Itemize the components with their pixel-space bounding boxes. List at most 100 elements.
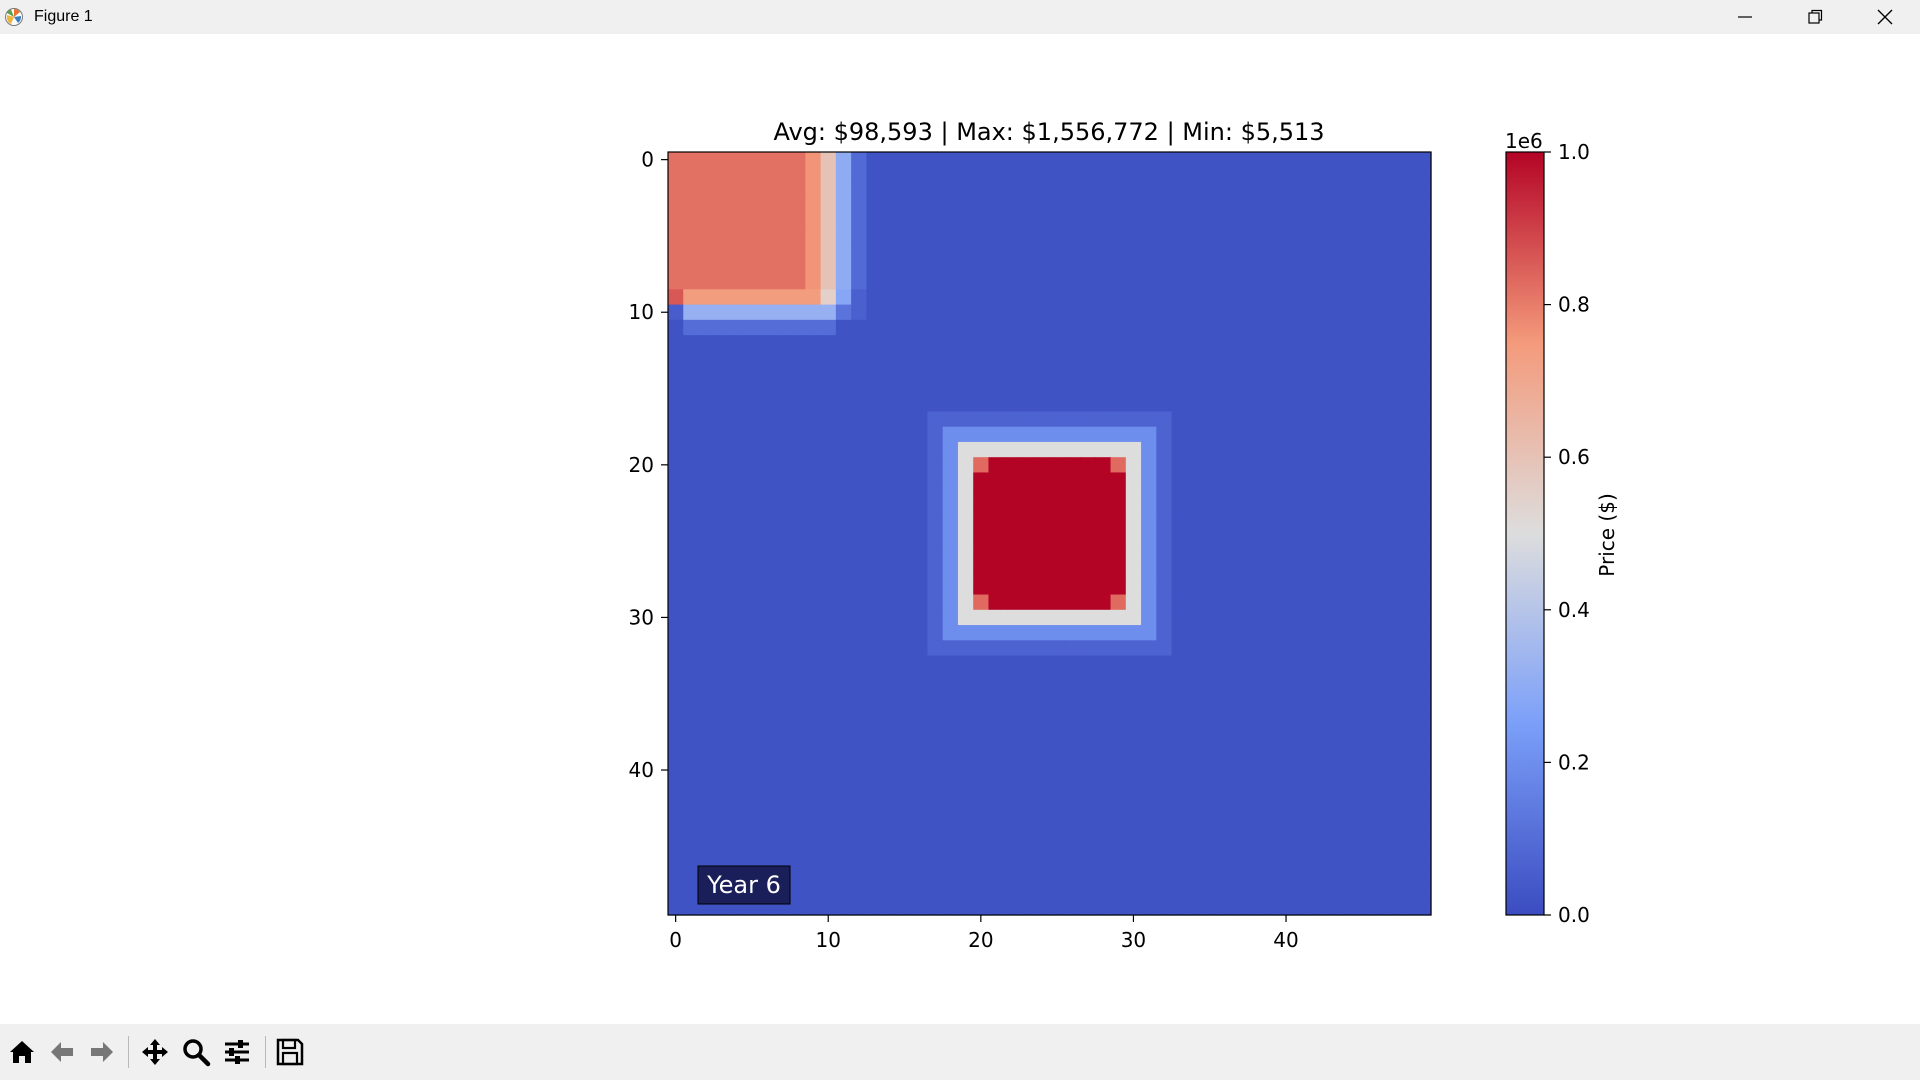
heatmap-cell: [1415, 487, 1432, 504]
heatmap-cell: [1354, 258, 1371, 275]
heatmap-cell: [1049, 502, 1066, 519]
heatmap-cell: [1415, 853, 1432, 870]
heatmap-cell: [988, 823, 1005, 840]
heatmap-cell: [1415, 335, 1432, 351]
heatmap-cell: [835, 899, 852, 916]
heatmap-cell: [912, 487, 929, 504]
forward-button[interactable]: [84, 1035, 120, 1069]
heatmap-cell: [1415, 502, 1432, 519]
heatmap-cell: [1034, 243, 1051, 260]
heatmap-cell: [1064, 640, 1081, 657]
heatmap-cell: [774, 731, 791, 748]
heatmap-cell: [1018, 350, 1035, 367]
heatmap-cell: [1034, 701, 1051, 718]
heatmap-cell: [881, 701, 898, 718]
heatmap-cell: [912, 625, 929, 641]
heatmap-cell: [774, 502, 791, 519]
heatmap-cell: [835, 304, 852, 321]
configure-subplots-button[interactable]: [219, 1035, 255, 1069]
heatmap-cell: [1110, 640, 1127, 657]
heatmap-cell: [668, 274, 684, 290]
heatmap-cell: [896, 411, 913, 428]
heatmap-cell: [1064, 533, 1081, 550]
heatmap-cell: [1415, 686, 1432, 702]
heatmap-cell: [698, 258, 715, 275]
heatmap-cell: [1385, 777, 1402, 794]
heatmap-cell: [668, 655, 684, 672]
restore-button[interactable]: [1780, 0, 1850, 34]
heatmap-cell: [698, 518, 715, 535]
heatmap-cell: [1354, 869, 1371, 886]
heatmap-cell: [1415, 594, 1432, 611]
heatmap-cell: [713, 716, 730, 733]
minimize-button[interactable]: [1710, 0, 1780, 34]
zoom-button[interactable]: [178, 1035, 214, 1069]
heatmap-cell: [1385, 533, 1402, 550]
heatmap-cell: [866, 502, 883, 519]
heatmap-cell: [851, 777, 867, 794]
heatmap-cell: [1385, 853, 1402, 870]
heatmap-cell: [1308, 792, 1325, 809]
heatmap-cell: [744, 411, 761, 428]
heatmap-cell: [1003, 258, 1020, 275]
heatmap-cell: [1385, 502, 1402, 519]
heatmap-cell: [927, 701, 944, 718]
heatmap-cell: [912, 411, 929, 428]
save-button[interactable]: [272, 1035, 308, 1069]
heatmap-cell: [1003, 319, 1020, 336]
pan-button[interactable]: [137, 1035, 173, 1069]
back-button[interactable]: [44, 1035, 80, 1069]
heatmap-cell: [1324, 457, 1341, 474]
heatmap-cell: [1247, 319, 1264, 336]
heatmap-cell: [1369, 548, 1386, 565]
heatmap-cell: [957, 197, 974, 214]
heatmap-cell: [1324, 884, 1341, 901]
heatmap-cell: [805, 472, 822, 489]
heatmap-cell: [1049, 869, 1066, 886]
heatmap-cell: [1202, 655, 1218, 672]
heatmap-cell: [835, 350, 852, 367]
heatmap-cell: [1354, 716, 1371, 733]
heatmap-cell: [1049, 579, 1066, 596]
heatmap-cell: [729, 396, 745, 413]
heatmap-cell: [1385, 274, 1402, 290]
heatmap-cell: [957, 411, 974, 428]
heatmap-cell: [1324, 640, 1341, 657]
heatmap-cell: [744, 564, 761, 580]
heatmap-cell: [835, 762, 852, 779]
heatmap-cell: [1064, 716, 1081, 733]
heatmap-cell: [1003, 396, 1020, 413]
heatmap-cell: [942, 167, 959, 184]
heatmap-cell: [1308, 213, 1325, 229]
heatmap-cell: [973, 670, 990, 687]
heatmap-cell: [1263, 152, 1279, 168]
heatmap-cell: [1034, 396, 1051, 413]
heatmap-cell: [1217, 762, 1234, 779]
heatmap-cell: [1125, 380, 1142, 397]
heatmap-cell: [713, 167, 730, 184]
heatmap-cell: [1156, 625, 1173, 641]
heatmap-cell: [820, 884, 837, 901]
figure-canvas[interactable]: Avg: $98,593 | Max: $1,556,772 | Min: $5…: [0, 34, 1920, 1024]
heatmap-cell: [1415, 441, 1432, 458]
heatmap-cell: [790, 594, 806, 611]
heatmap-cell: [683, 213, 700, 229]
heatmap-cell: [1339, 380, 1356, 397]
heatmap-cell: [1369, 533, 1386, 550]
heatmap-cell: [1125, 640, 1142, 657]
heatmap-cell: [1080, 838, 1096, 855]
heatmap-cell: [1049, 792, 1066, 809]
heatmap-cell: [790, 411, 806, 428]
heatmap-cell: [805, 319, 822, 336]
heatmap-cell: [1003, 792, 1020, 809]
home-button[interactable]: [4, 1035, 40, 1069]
heatmap-cell: [1141, 457, 1157, 474]
heatmap-cell: [927, 564, 944, 580]
heatmap-cell: [759, 640, 776, 657]
heatmap-cell: [1141, 274, 1157, 290]
heatmap-cell: [1034, 625, 1051, 641]
heatmap-cell: [1263, 777, 1279, 794]
close-button[interactable]: [1850, 0, 1920, 34]
heatmap-cell: [820, 365, 837, 382]
heatmap-cell: [1293, 396, 1310, 413]
